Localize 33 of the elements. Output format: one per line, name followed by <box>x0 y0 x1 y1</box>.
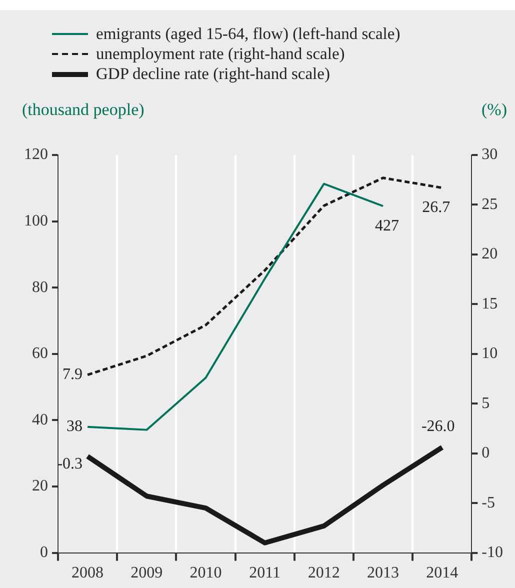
legend-label: emigrants (aged 15-64, flow) (left-hand scale) <box>96 24 400 44</box>
legend-label: unemployment rate (right-hand scale) <box>96 44 345 64</box>
data-label: 7.9 <box>62 366 83 383</box>
x-tick-label: 2010 <box>190 564 222 582</box>
y2-tick-label: -5 <box>482 494 495 512</box>
y-tick-label: 80 <box>32 278 48 296</box>
y2-tick-label: 20 <box>482 246 498 263</box>
y-axis-title: (thousand people) <box>22 100 144 120</box>
x-tick-label: 2009 <box>130 564 163 582</box>
x-tick-label: 2011 <box>249 564 281 582</box>
y-tick-label: 100 <box>24 212 48 230</box>
y2-tick-label: 15 <box>482 295 498 312</box>
y2-tick-label: 10 <box>482 345 498 362</box>
x-tick-label: 2012 <box>308 564 340 582</box>
y2-tick-label: 25 <box>482 196 498 213</box>
y2-axis-title: (%) <box>482 100 507 120</box>
data-label: 38 <box>66 418 83 436</box>
y-tick-label: 60 <box>32 345 48 362</box>
legend-label: GDP decline rate (right-hand scale) <box>96 64 330 84</box>
y2-tick-label: 5 <box>482 394 490 412</box>
y-tick-label: 20 <box>32 478 48 495</box>
y-tick-label: 40 <box>32 411 48 428</box>
x-tick-label: 2008 <box>72 564 104 582</box>
y-tick-label: 120 <box>24 146 48 164</box>
y2-tick-label: 30 <box>482 146 498 164</box>
annotation: -26.0 <box>421 418 455 435</box>
data-label: 26.7 <box>422 199 450 216</box>
annotation: 427 <box>375 217 400 234</box>
y2-tick-label: 0 <box>482 444 490 462</box>
x-tick-label: 2013 <box>367 564 400 582</box>
x-tick-label: 2014 <box>426 564 458 582</box>
y-tick-label: 0 <box>40 544 48 562</box>
y2-tick-label: -10 <box>482 544 503 562</box>
